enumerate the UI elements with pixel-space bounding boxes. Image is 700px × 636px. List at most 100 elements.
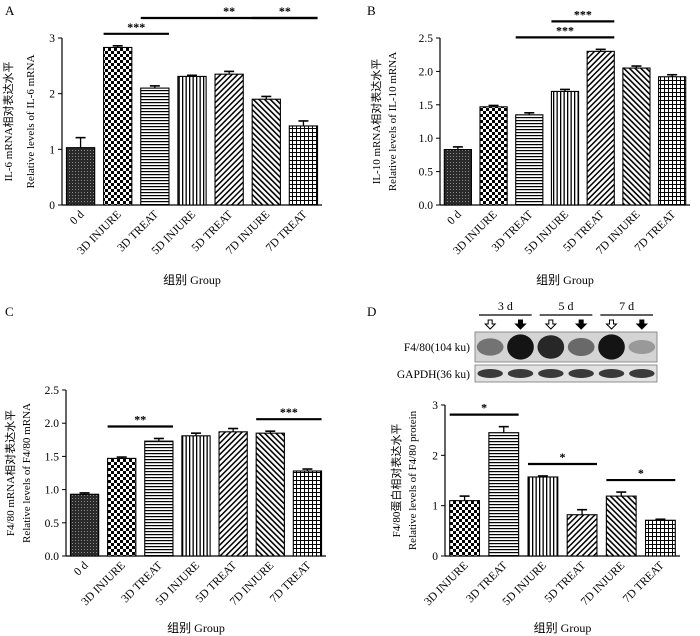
bar [218,431,248,557]
bar [644,519,676,557]
blot-band [537,335,565,359]
x-tick-label: 7D TREAT [268,560,314,606]
y-tick-label: 0 [432,551,438,563]
blot-f4-strip [474,331,658,363]
y-tick-label: 0.0 [419,200,434,212]
y-tick-label: 3 [49,33,55,45]
x-axis-label: 组别 Group [534,621,592,635]
x-tick-label: 7D TREAT [264,209,310,255]
bar [479,106,508,206]
bar [622,67,651,206]
y-tick-label: 2.5 [419,33,434,45]
blot-time-label: 3 d [498,299,513,313]
y-axis-label: F4/80蛋白相对表达水平 [389,424,403,538]
x-tick-label: 7D TREAT [621,560,667,606]
blot-band [568,369,594,378]
bar [177,75,207,206]
y-tick-label: 1.5 [419,100,434,112]
bar [449,500,481,557]
blot-row-label: GAPDH(36 ku) [397,369,470,381]
bar [527,476,559,557]
y-tick-label: 1 [49,144,55,156]
x-tick-label: 0 d [68,208,87,227]
western-blot: 3 d 5 d 7 d F4/80(104 ku) GAPDH(36 ku) [397,299,658,383]
significance-label: *** [556,23,574,37]
y-tick-label: 2.0 [419,66,434,78]
bar [443,149,472,206]
y-tick-label: 0.0 [45,551,60,563]
bar [181,435,211,557]
x-tick-label: 0 d [72,559,91,578]
solid-down-arrow-icon [574,319,588,330]
significance-label: ** [279,4,291,18]
y-axis-label: IL-6 mRNA相对表达水平 [1,61,15,181]
blot-row-label: F4/80(104 ku) [404,342,470,354]
blot-band [629,369,655,378]
bar [214,73,244,206]
y-axis-label: Relative levels of IL-10 mRNA [387,52,399,191]
significance-label: *** [280,405,298,419]
blot-band [476,338,504,356]
bar [515,114,544,206]
y-axis-label: F4/80 mRNA相对表达水平 [3,410,17,536]
y-tick-label: 0 [49,200,55,212]
y-axis-label: Relative levels of F4/80 mRNA [21,403,33,543]
bar [69,493,100,557]
bar [103,46,133,206]
significance-label: *** [127,20,145,34]
blot-band [538,369,564,378]
panel-letter-d: D [367,304,376,319]
open-down-arrow-icon [605,319,618,330]
x-axis-label: 组别 Group [163,273,221,287]
bar [65,147,96,206]
bar [107,457,137,557]
significance-label: * [560,450,566,464]
bar [605,495,637,557]
y-tick-label: 1.0 [45,485,60,497]
significance-label: ** [223,4,235,18]
x-tick-label: 3D INJURE [422,560,470,608]
panel-letter-c: C [5,304,14,319]
y-axis-label: Relative levels of F4/80 protein [407,410,419,550]
solid-down-arrow-icon [514,319,527,330]
solid-down-arrow-icon [635,319,649,330]
panel-letter-a: A [5,3,15,18]
bar [140,87,170,206]
bar [658,76,687,206]
y-axis-label: Relative levels of IL-6 mRNA [25,55,37,189]
significance-label: * [638,466,644,480]
blot-time-label: 7 d [619,299,634,313]
significance-label: * [481,401,487,415]
x-tick-label: 0 d [445,208,464,227]
y-tick-label: 0.5 [45,518,60,530]
bar [488,432,520,557]
y-tick-label: 1.5 [45,451,60,463]
bar [251,98,281,206]
open-down-arrow-icon [483,319,497,330]
y-axis-label: IL-10 mRNA相对表达水平 [369,59,383,185]
panel-letter-b: B [367,3,376,18]
bar [144,440,174,557]
open-down-arrow-icon [544,319,558,330]
significance-label: *** [574,7,592,21]
bar [255,432,285,557]
y-tick-label: 2.5 [45,385,60,397]
y-tick-label: 1.0 [419,133,434,145]
y-tick-label: 2 [49,89,55,101]
y-tick-label: 3 [432,400,438,412]
y-tick-label: 2.0 [45,418,60,430]
blot-band [477,369,503,378]
x-axis-label: 组别 Group [167,621,225,635]
blot-band [507,334,534,360]
y-tick-label: 2 [432,450,438,462]
bar [586,50,615,206]
x-axis-label: 组别 Group [536,273,594,287]
bar [550,90,580,206]
blot-band [598,334,625,360]
blot-band [598,369,625,378]
blot-band [507,369,534,378]
